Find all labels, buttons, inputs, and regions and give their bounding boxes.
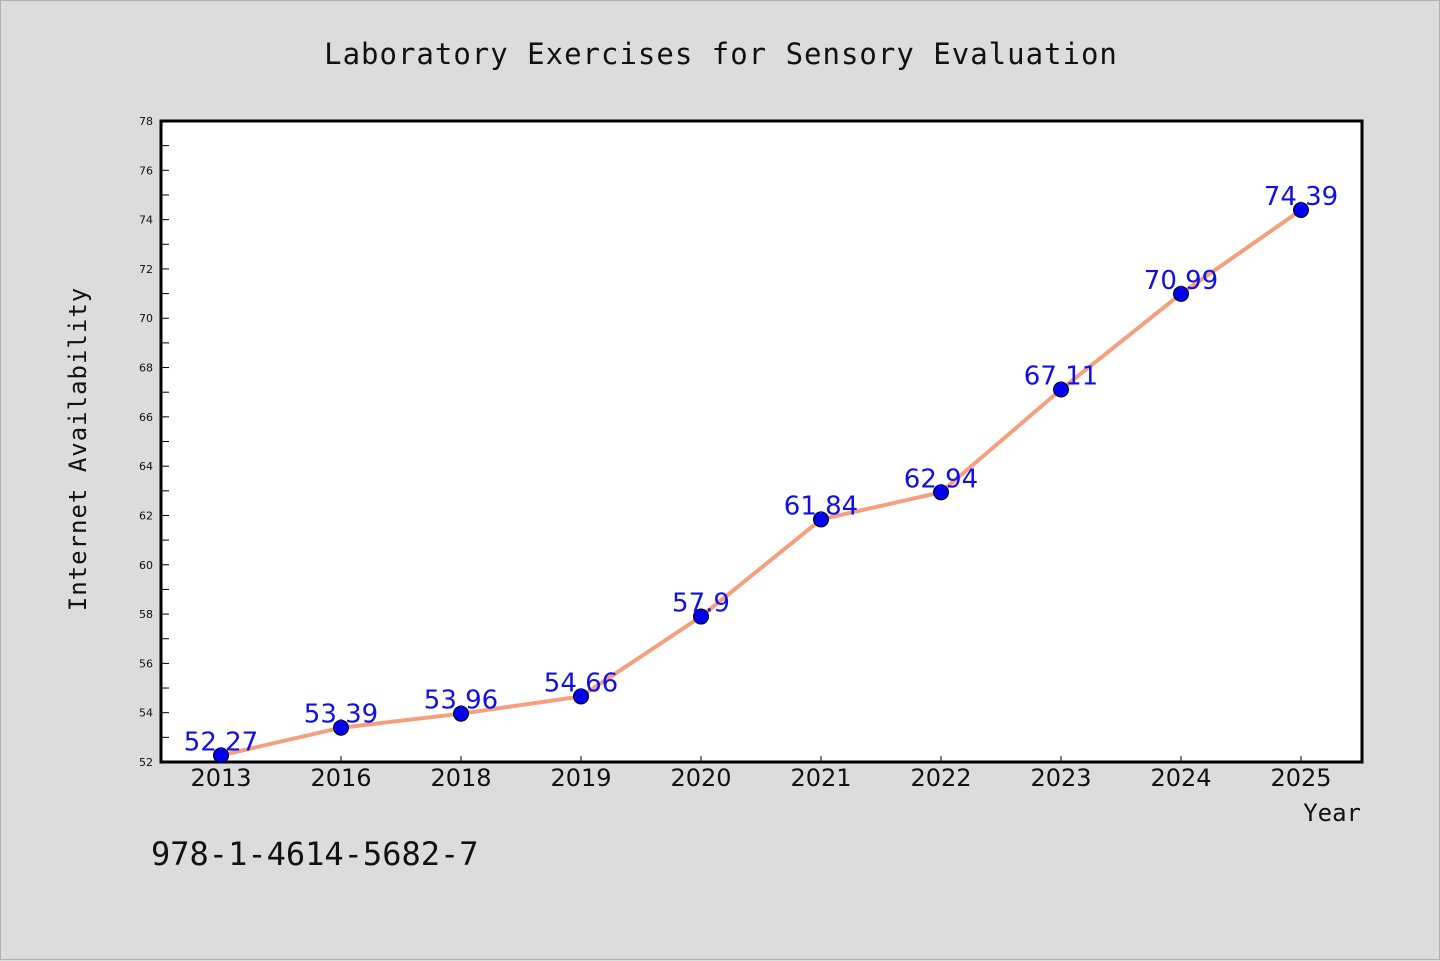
chart-title: Laboratory Exercises for Sensory Evaluat…: [324, 37, 1118, 71]
data-point: [813, 511, 829, 528]
plot-area: [159, 119, 1364, 764]
x-tick-label: 2024: [1150, 764, 1211, 792]
y-tick-label: 68: [139, 362, 153, 375]
y-tick-label: 76: [139, 164, 153, 177]
data-labels: 52.27 53.39 53.96 54.66 57.9 61.84 62.94 67.11 7…: [184, 182, 1338, 757]
x-axis-label: Year: [1303, 799, 1361, 827]
data-point: [1053, 381, 1069, 398]
data-point: [1293, 202, 1309, 219]
data-point: [933, 484, 949, 501]
y-axis-ticks: 52 54 56 58 60 62 64 66 68 70 72 74 76 78: [139, 115, 169, 769]
x-axis-ticks: 2013 2016 2018 2019 2020 2021 2022 2023 2024 2025: [190, 756, 1332, 792]
x-tick-label: 2021: [790, 764, 851, 792]
x-tick-label: 2022: [910, 764, 971, 792]
y-tick-label: 74: [139, 214, 153, 227]
y-tick-label: 72: [139, 263, 153, 276]
data-label: 62.94: [904, 464, 978, 494]
data-label: 74.39: [1264, 182, 1338, 212]
y-tick-label: 66: [139, 411, 153, 424]
x-tick-label: 2019: [550, 764, 611, 792]
data-label: 57.9: [672, 589, 730, 619]
y-tick-label: 64: [139, 460, 153, 473]
data-label: 61.84: [784, 491, 858, 521]
y-tick-label: 56: [139, 657, 153, 670]
data-point: [573, 688, 589, 705]
y-tick-label: 54: [139, 707, 153, 720]
data-label: 53.39: [304, 700, 378, 730]
y-tick-label: 58: [139, 608, 153, 621]
data-point: [333, 719, 349, 736]
data-label: 70.99: [1144, 266, 1218, 296]
data-point: [1173, 285, 1189, 302]
data-point: [693, 608, 709, 625]
data-markers: [213, 202, 1309, 764]
series-line: [220, 208, 1303, 758]
y-tick-label: 78: [139, 115, 153, 128]
y-axis-label: Internet Availability: [64, 287, 92, 611]
x-tick-label: 2016: [310, 764, 371, 792]
x-tick-label: 2023: [1030, 764, 1091, 792]
y-tick-label: 52: [139, 756, 153, 769]
x-tick-label: 2013: [190, 764, 251, 792]
y-tick-label: 60: [139, 559, 153, 572]
x-tick-label: 2020: [670, 764, 731, 792]
y-tick-label: 62: [139, 509, 153, 522]
y-tick-label: 70: [139, 312, 153, 325]
isbn-text: 978-1-4614-5682-7: [151, 835, 479, 873]
data-point: [213, 747, 229, 764]
data-point: [453, 705, 469, 722]
x-tick-label: 2025: [1270, 764, 1331, 792]
data-label: 53.96: [424, 686, 498, 716]
data-label: 67.11: [1024, 361, 1098, 391]
x-tick-label: 2018: [430, 764, 491, 792]
data-label: 54.66: [544, 668, 618, 698]
data-label: 52.27: [184, 727, 258, 757]
